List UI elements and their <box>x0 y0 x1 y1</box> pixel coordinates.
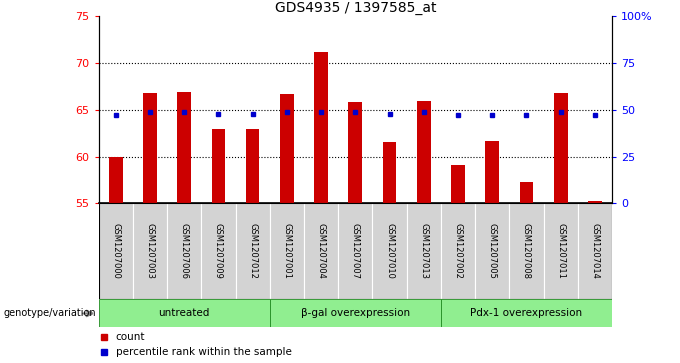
Bar <box>270 299 441 327</box>
Text: GSM1207001: GSM1207001 <box>282 224 291 279</box>
Text: GSM1207013: GSM1207013 <box>420 223 428 280</box>
Bar <box>417 101 430 203</box>
Text: GSM1207012: GSM1207012 <box>248 224 257 279</box>
Bar <box>338 203 373 299</box>
Bar <box>475 203 509 299</box>
Text: GSM1207004: GSM1207004 <box>317 224 326 279</box>
Bar <box>373 203 407 299</box>
Text: GSM1207002: GSM1207002 <box>454 224 462 279</box>
Bar <box>280 94 294 203</box>
Text: Pdx-1 overexpression: Pdx-1 overexpression <box>471 309 583 318</box>
Bar <box>201 203 235 299</box>
Bar <box>588 201 602 203</box>
Bar <box>578 203 612 299</box>
Bar <box>486 140 499 203</box>
Bar <box>509 203 543 299</box>
Text: untreated: untreated <box>158 309 210 318</box>
Bar <box>407 203 441 299</box>
Text: GSM1207010: GSM1207010 <box>385 224 394 279</box>
Bar <box>245 130 260 203</box>
Bar <box>99 299 270 327</box>
Bar <box>304 203 338 299</box>
Bar <box>441 203 475 299</box>
Text: GSM1207000: GSM1207000 <box>112 224 120 279</box>
Bar <box>235 203 270 299</box>
Bar <box>143 93 157 203</box>
Bar <box>211 129 225 203</box>
Bar <box>543 203 578 299</box>
Bar <box>133 203 167 299</box>
Bar <box>451 165 465 203</box>
Bar <box>520 182 533 203</box>
Text: GSM1207006: GSM1207006 <box>180 223 188 280</box>
Title: GDS4935 / 1397585_at: GDS4935 / 1397585_at <box>275 1 436 15</box>
Text: genotype/variation: genotype/variation <box>3 309 96 318</box>
Bar <box>314 52 328 203</box>
Text: GSM1207011: GSM1207011 <box>556 224 565 279</box>
Text: percentile rank within the sample: percentile rank within the sample <box>116 347 292 357</box>
Bar <box>348 102 362 203</box>
Bar <box>167 203 201 299</box>
Text: count: count <box>116 332 145 342</box>
Bar <box>99 203 133 299</box>
Text: β-gal overexpression: β-gal overexpression <box>301 309 410 318</box>
Bar <box>383 142 396 203</box>
Text: GSM1207003: GSM1207003 <box>146 223 154 280</box>
Bar <box>441 299 612 327</box>
Bar <box>109 156 122 203</box>
Text: GSM1207014: GSM1207014 <box>590 224 599 279</box>
Text: GSM1207009: GSM1207009 <box>214 224 223 279</box>
Text: GSM1207005: GSM1207005 <box>488 224 496 279</box>
Bar <box>177 92 191 203</box>
Bar <box>270 203 304 299</box>
Bar <box>554 93 568 203</box>
Text: GSM1207007: GSM1207007 <box>351 223 360 280</box>
Text: GSM1207008: GSM1207008 <box>522 223 531 280</box>
